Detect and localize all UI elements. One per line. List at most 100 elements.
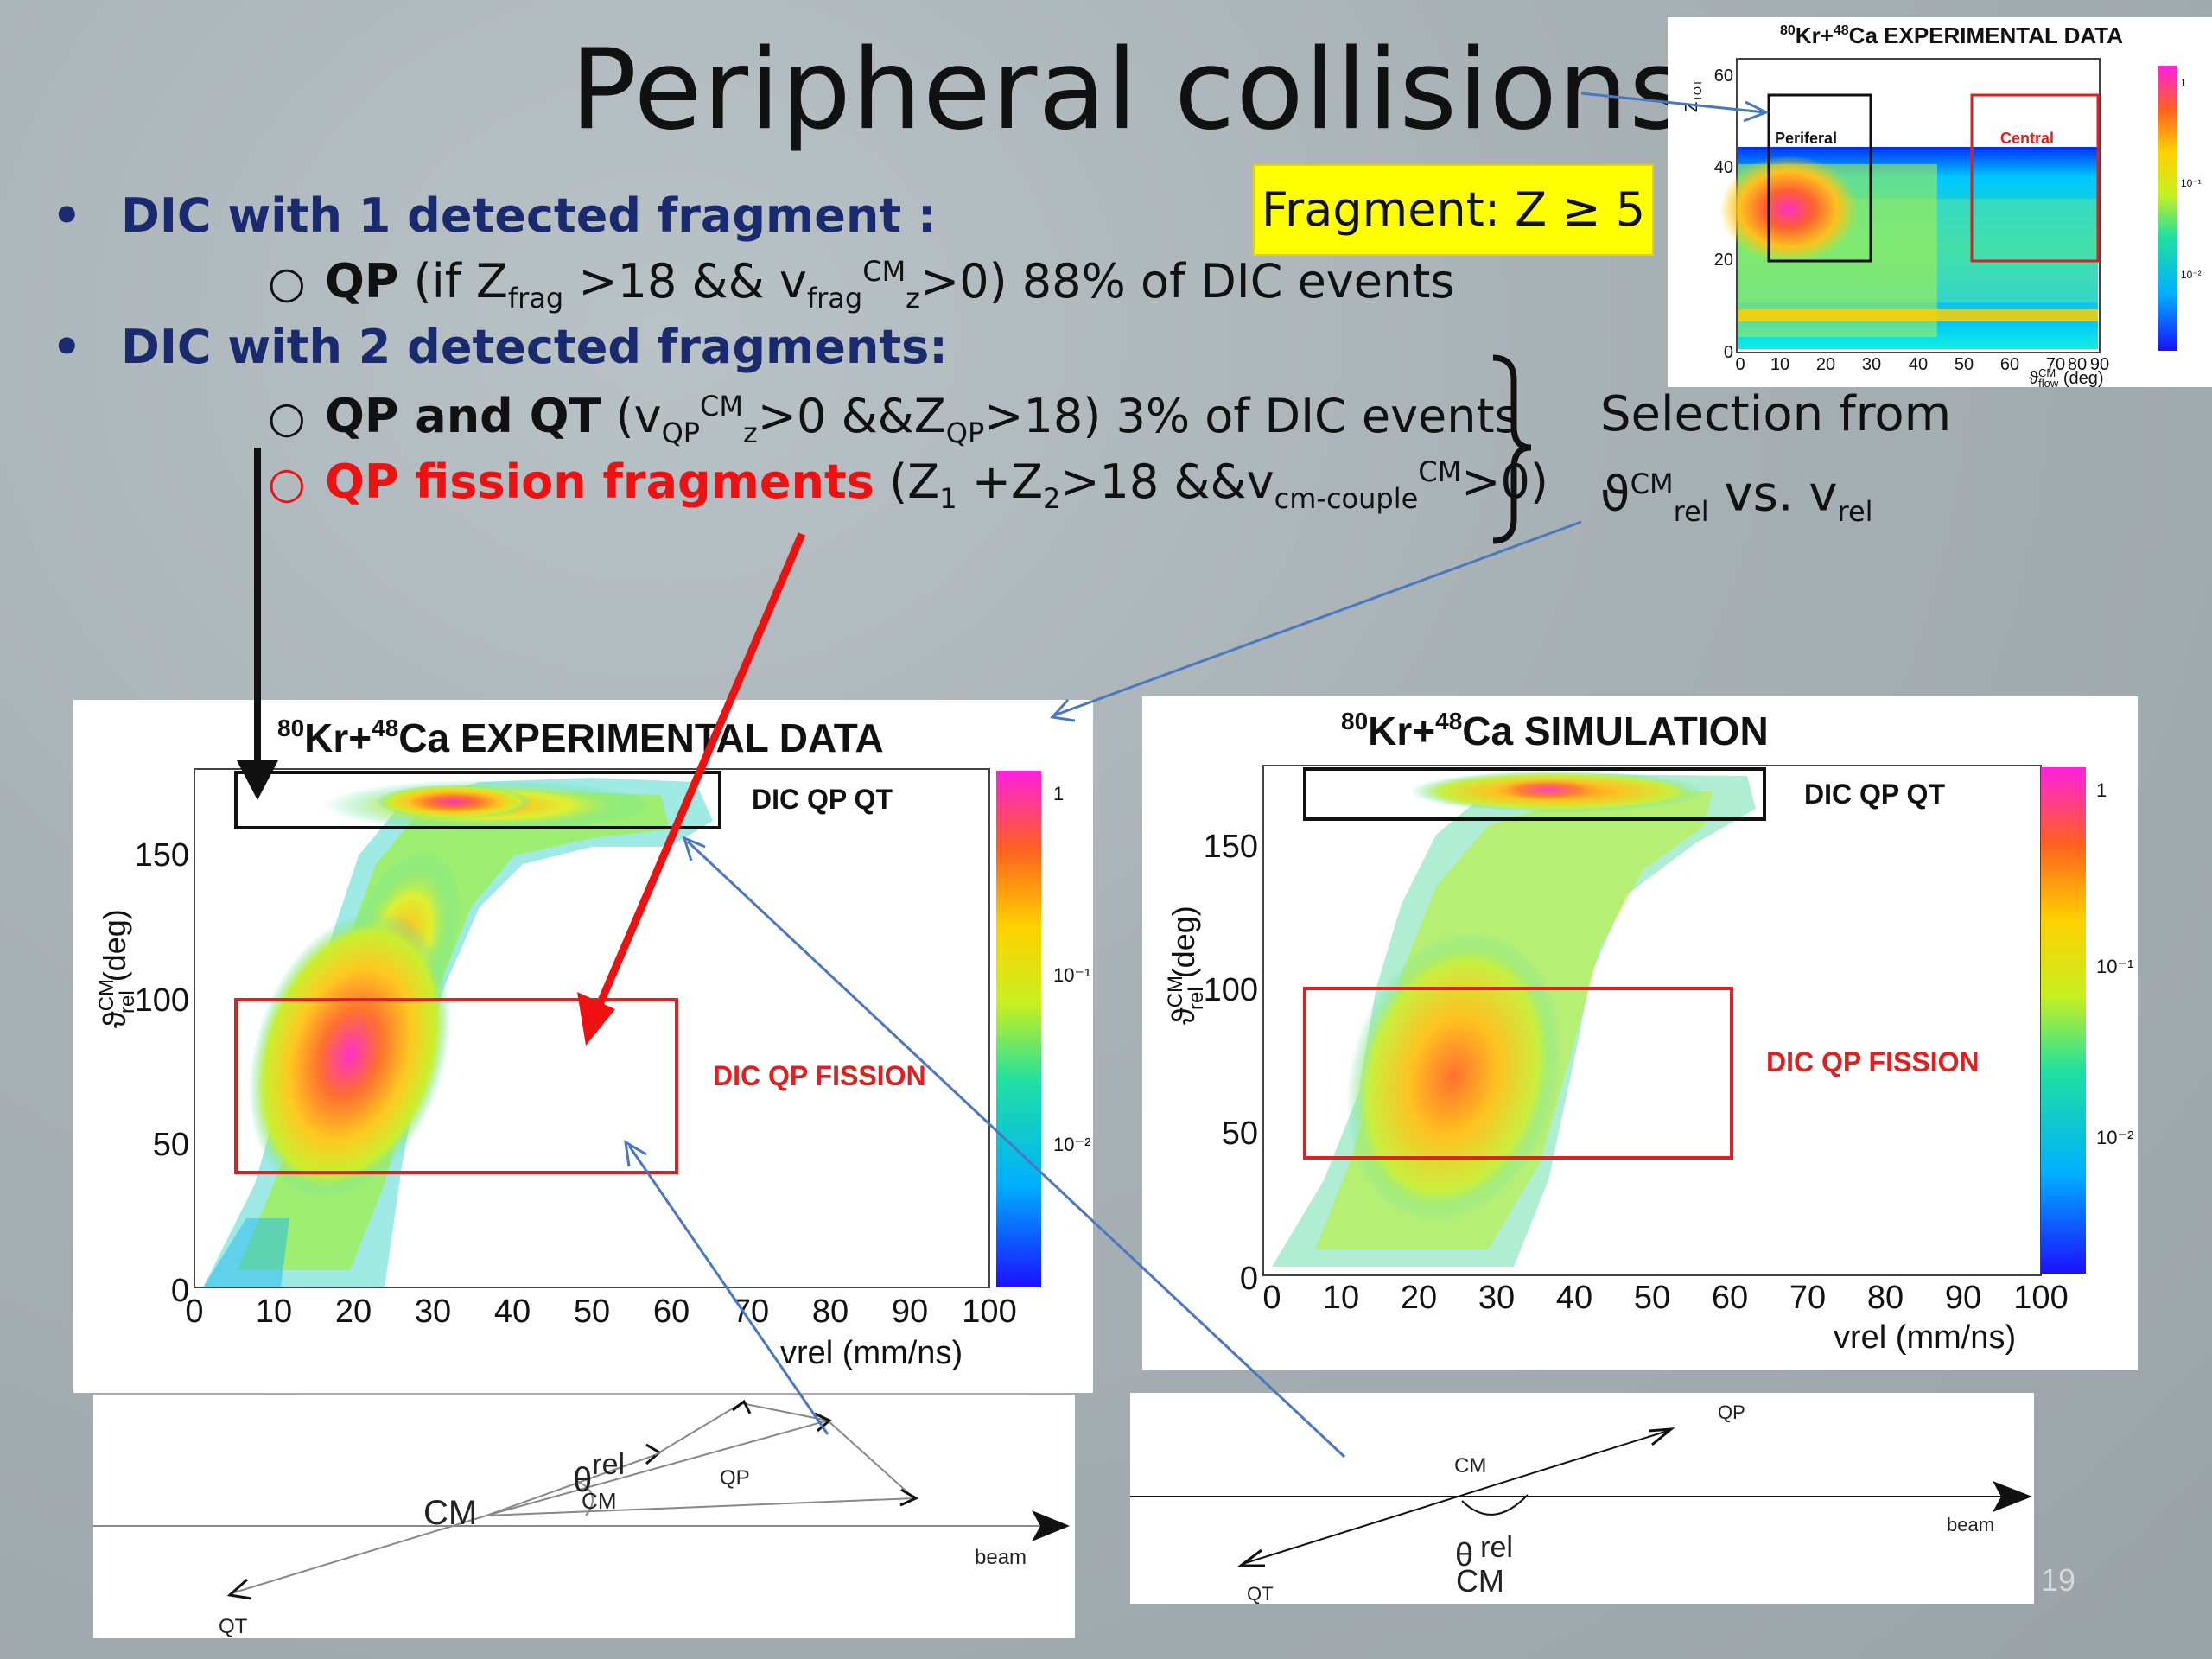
sim-cbar-tick: 10⁻¹ <box>2096 956 2133 977</box>
bullet-text: >0) 88% of DIC events <box>919 254 1455 308</box>
circle-bullet-icon: ○ <box>268 257 306 308</box>
inset-box-central <box>1970 93 2100 263</box>
subscript: QP <box>661 416 701 449</box>
inset-cbar-tick: 10⁻¹ <box>2181 177 2202 189</box>
red-arrowhead-icon <box>577 992 615 1046</box>
exp-x-tick: 0 <box>185 1294 203 1330</box>
exp-box-qpqt-label: DIC QP QT <box>752 784 893 815</box>
label-part: (deg) <box>2058 369 2103 387</box>
bullet-dot: • <box>52 188 82 243</box>
exp-x-tick: 30 <box>415 1294 451 1330</box>
bullet-dot: • <box>52 320 82 374</box>
blue-pointer-line <box>1580 92 1765 114</box>
superscript: CM <box>1164 976 1187 1007</box>
inset-title: 80Kr+48Ca EXPERIMENTAL DATA <box>1780 22 2123 48</box>
bullet-2-text: DIC with 2 detected fragments: <box>121 320 948 374</box>
inset-x-tick: 30 <box>1862 355 1881 374</box>
fragment-box: Fragment: Z ≥ 5 <box>1253 164 1654 256</box>
arrowhead-icon <box>1236 1548 1265 1567</box>
arrowhead-icon <box>1648 1427 1675 1446</box>
selection-text: vs. v <box>1708 466 1838 523</box>
sim-x-ticks: 0 10 20 30 40 50 60 70 80 90 100 <box>1262 1280 2068 1316</box>
inset-x-tick: 70 <box>2046 355 2065 374</box>
subscript: QP <box>945 416 985 449</box>
inset-box-central-label: Central <box>2000 130 2054 147</box>
inset-low-band <box>1738 309 2098 321</box>
subscript: CM <box>582 1488 616 1514</box>
superscript: 80 <box>1341 708 1368 734</box>
sim-x-tick: 100 <box>2013 1280 2068 1316</box>
vector-edge <box>827 1420 915 1499</box>
exp-density <box>203 778 713 1287</box>
diagram-right: QP CM beam QT θ rel CM <box>1130 1402 2032 1605</box>
red-pointer-line <box>592 532 806 1014</box>
subscript: rel <box>116 990 139 1014</box>
arrowhead-icon <box>814 1412 832 1433</box>
inset-x-tick: 40 <box>1909 355 1928 374</box>
qt-label: QT <box>1247 1583 1274 1604</box>
subscript: z <box>743 416 758 449</box>
sim-box-qpqt-label: DIC QP QT <box>1804 779 1945 810</box>
subscript: frag <box>507 281 564 315</box>
bullet-1-text: DIC with 1 detected fragment : <box>121 188 937 243</box>
bullet-text: >18 && v <box>563 254 807 308</box>
sim-box-fission <box>1303 987 1733 1160</box>
exp-x-tick: 50 <box>574 1294 610 1330</box>
bullet-2: • DIC with 2 detected fragments: <box>52 320 948 374</box>
theta-symbol: θ <box>573 1461 592 1499</box>
angle-arc <box>576 1480 594 1516</box>
inset-box-peripheral-label: Periferal <box>1775 130 1837 147</box>
title-part: Kr+ <box>304 715 372 760</box>
inset-heatmap: 80Kr+48Ca EXPERIMENTAL DATA Periferal Ce… <box>1682 22 2202 390</box>
beam-label: beam <box>1947 1514 1994 1535</box>
blue-pointer-line <box>686 840 1346 1459</box>
label-part: ϑ <box>2029 369 2038 387</box>
superscript: rel <box>592 1448 625 1481</box>
superscript: 80 <box>277 715 304 741</box>
exp-colorbar <box>996 771 1041 1287</box>
angle-arc <box>1461 1494 1529 1516</box>
qt-direction-line <box>231 1515 487 1594</box>
inset-box-peripheral <box>1767 93 1872 263</box>
sim-colorbar <box>2041 767 2086 1274</box>
qp-direction-line <box>486 1454 656 1516</box>
sim-x-tick: 20 <box>1401 1280 1437 1316</box>
superscript: CM <box>700 390 743 423</box>
bullet-text: >0) <box>1461 454 1548 509</box>
subscript: rel <box>1185 987 1208 1010</box>
exp-plot-panel: 80Kr+48Ca EXPERIMENTAL DATA DIC QP QT DI… <box>73 700 1093 1393</box>
inset-x-tick: 10 <box>1770 355 1789 374</box>
exp-y-tick: 50 <box>153 1127 189 1163</box>
label-part: (deg) <box>1166 906 1201 987</box>
sim-x-tick: 40 <box>1556 1280 1592 1316</box>
sim-y-tick: 0 <box>1240 1261 1258 1297</box>
bullet-text: (if Z <box>398 254 508 308</box>
inset-cbar-tick: 1 <box>2181 77 2187 89</box>
sim-cbar-tick: 10⁻² <box>2096 1127 2133 1148</box>
sim-xlabel: vrel (mm/ns) <box>1834 1319 2016 1356</box>
exp-cbar-tick: 10⁻¹ <box>1053 964 1090 986</box>
rel-direction-line <box>486 1420 829 1516</box>
inset-cbar-tick: 10⁻² <box>2181 269 2202 281</box>
sim-box-qpqt <box>1303 767 1766 821</box>
subscript: 2 <box>1042 481 1061 515</box>
exp-box-fission <box>234 998 678 1174</box>
sim-y-tick: 50 <box>1222 1116 1258 1152</box>
sim-x-tick: 60 <box>1712 1280 1748 1316</box>
exp-x-tick: 60 <box>653 1294 690 1330</box>
sim-colorbar-ticks: 1 10⁻¹ 10⁻² <box>2096 779 2133 1148</box>
inset-y-tick: 20 <box>1714 251 1733 270</box>
superscript: CM <box>1630 467 1674 500</box>
subscript: TOT <box>1691 79 1704 102</box>
inset-x-tick: 60 <box>2000 355 2019 374</box>
beam-arrow-icon <box>1032 1510 1070 1541</box>
exp-title: 80Kr+48Ca EXPERIMENTAL DATA <box>277 715 884 760</box>
sim-x-tick: 90 <box>1945 1280 1981 1316</box>
blue-arrowhead-icon <box>624 1140 647 1167</box>
subscript: CM <box>1456 1563 1504 1599</box>
inset-hotspot <box>1719 156 1858 263</box>
selection-note: Selection from ϑCMrel vs. vrel <box>1600 380 1951 546</box>
subscript: frag <box>806 281 863 315</box>
subscript: rel <box>1837 494 1873 528</box>
